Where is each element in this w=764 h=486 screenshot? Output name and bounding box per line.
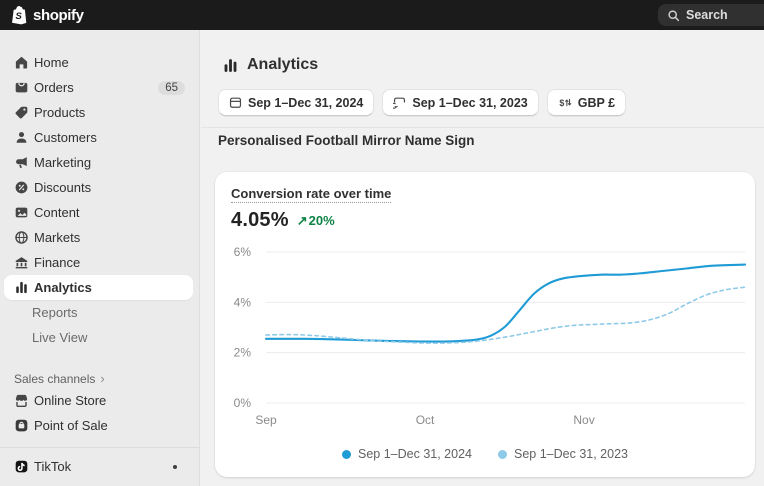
shopify-bag-icon: S: [12, 6, 27, 25]
change-badge: ↗ 20%: [297, 213, 335, 229]
sidebar-item-live-view[interactable]: Live View: [32, 330, 88, 345]
change-value: 20%: [308, 213, 335, 228]
sidebar-item-customers[interactable]: Customers: [4, 125, 193, 150]
analytics-title-icon: [224, 58, 237, 72]
orders-icon: [15, 82, 28, 93]
compare-date-range-button[interactable]: Sep 1–Dec 31, 2023: [382, 89, 539, 116]
sidebar-item-products[interactable]: Products: [4, 100, 193, 125]
arrow-up-right-icon: ↗: [296, 212, 308, 228]
orders-count-badge: 65: [158, 80, 185, 95]
page-title: Analytics: [247, 56, 319, 73]
sidebar-item-online-store[interactable]: Online Store: [4, 388, 193, 413]
sidebar-item-finance[interactable]: Finance: [4, 250, 193, 275]
svg-text:$: $: [559, 98, 564, 108]
sales-channels-header[interactable]: Sales channels ›: [14, 371, 105, 386]
conversion-rate-value: 4.05%: [231, 209, 289, 231]
sidebar-item-discounts[interactable]: Discounts: [4, 175, 193, 200]
globe-icon: [15, 231, 28, 244]
point-of-sale-icon: [15, 419, 28, 432]
date-range-button[interactable]: Sep 1–Dec 31, 2024: [218, 89, 375, 116]
card-title[interactable]: Conversion rate over time: [231, 186, 392, 203]
legend-dot-2024: [342, 449, 352, 459]
chart-legend: Sep 1–Dec 31, 2024 Sep 1–Dec 31, 2023: [215, 447, 755, 461]
person-icon: [16, 132, 27, 143]
svg-text:6%: 6%: [234, 245, 252, 259]
search-input[interactable]: Search: [658, 4, 764, 26]
shopify-logo[interactable]: S shopify: [10, 5, 84, 25]
sidebar-item-marketing[interactable]: Marketing: [4, 150, 193, 175]
tiktok-status-dot: [173, 464, 177, 469]
svg-text:0%: 0%: [234, 396, 252, 410]
megaphone-icon: [16, 157, 27, 168]
calendar-compare-icon: [393, 97, 406, 109]
sidebar-item-tiktok[interactable]: TikTok: [4, 454, 193, 479]
discount-icon: [15, 181, 28, 194]
calendar-icon: [229, 97, 242, 108]
sidebar-item-content[interactable]: Content: [4, 200, 193, 225]
svg-text:4%: 4%: [234, 295, 252, 309]
sidebar: Home Orders 65 Products Customers Market…: [0, 30, 200, 486]
svg-text:S: S: [15, 11, 22, 22]
storefront-icon: [15, 394, 28, 408]
currency-swap-icon: $: [559, 98, 572, 108]
search-icon: [668, 9, 680, 21]
analytics-icon: [16, 281, 27, 294]
svg-text:Nov: Nov: [573, 413, 594, 427]
filter-bar: Sep 1–Dec 31, 2024 Sep 1–Dec 31, 2023 $ …: [218, 89, 627, 116]
sidebar-item-home[interactable]: Home: [4, 50, 193, 75]
image-icon: [15, 207, 28, 218]
metric-row: 4.05% ↗ 20%: [231, 209, 335, 232]
svg-text:2%: 2%: [234, 346, 252, 360]
svg-text:Sep: Sep: [255, 413, 277, 427]
conversion-chart: 0% 2% 4% 6% Sep Oct Nov: [234, 245, 747, 427]
svg-text:Oct: Oct: [416, 413, 435, 427]
tag-icon: [15, 106, 28, 119]
header-divider: [201, 127, 764, 128]
legend-dot-2023: [498, 449, 507, 459]
sidebar-divider: [0, 447, 199, 448]
product-section-title: Personalised Football Mirror Name Sign: [218, 133, 475, 148]
chevron-right-icon: ›: [100, 371, 105, 386]
brand-wordmark: shopify: [33, 6, 84, 24]
topbar: S shopify Search: [0, 0, 764, 30]
legend-item-2023[interactable]: Sep 1–Dec 31, 2023: [498, 447, 628, 461]
bank-icon: [15, 257, 28, 269]
home-icon: [15, 56, 28, 69]
conversion-rate-card: Conversion rate over time 4.05% ↗ 20% 0%…: [215, 172, 755, 477]
tiktok-icon: [15, 460, 28, 473]
search-placeholder: Search: [686, 8, 728, 22]
page-header: Analytics: [222, 56, 318, 74]
legend-item-2024[interactable]: Sep 1–Dec 31, 2024: [342, 447, 472, 461]
sidebar-item-markets[interactable]: Markets: [4, 225, 193, 250]
sidebar-item-analytics[interactable]: Analytics: [4, 275, 193, 300]
main-content: Analytics Sep 1–Dec 31, 2024 Sep 1–Dec 3…: [201, 30, 764, 486]
sidebar-item-orders[interactable]: Orders 65: [4, 75, 193, 100]
sidebar-item-reports[interactable]: Reports: [32, 305, 78, 320]
currency-button[interactable]: $ GBP £: [546, 89, 627, 116]
sidebar-item-point-of-sale[interactable]: Point of Sale: [4, 413, 193, 438]
